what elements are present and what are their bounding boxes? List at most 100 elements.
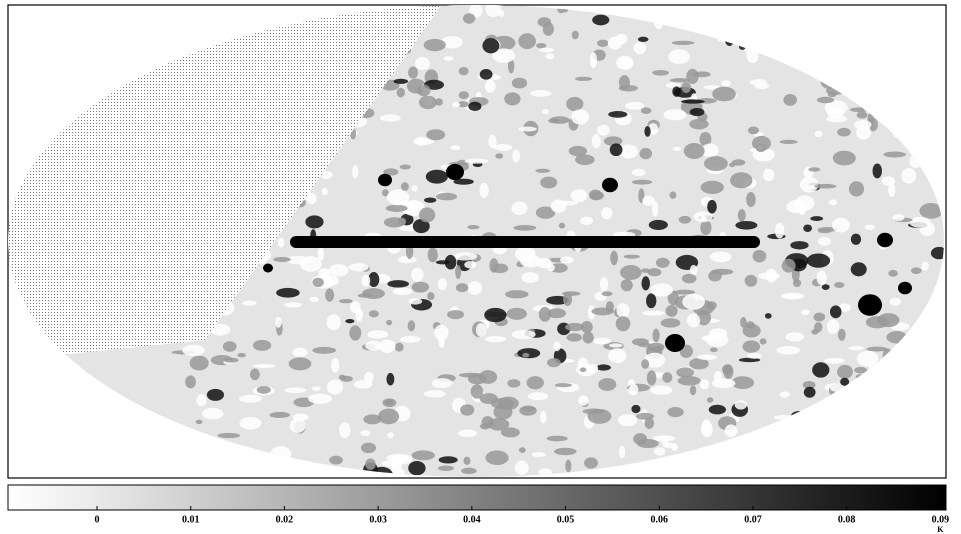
colorbar-tick-label: 0.09 [932, 514, 950, 525]
sky-feature [353, 380, 373, 389]
sky-feature [378, 408, 400, 425]
colorbar-ticks: 0 0.01 0.02 0.03 0.04 0.05 0.06 0.07 0.08 0.09K [95, 506, 950, 534]
sky-feature [536, 257, 552, 269]
sky-feature [453, 252, 478, 261]
sky-feature [883, 151, 907, 158]
sky-feature [453, 178, 474, 185]
sky-feature [665, 304, 678, 317]
sky-feature [400, 182, 409, 191]
sky-feature [584, 457, 598, 469]
sky-feature [273, 257, 291, 263]
sky-feature [597, 124, 610, 136]
sky-feature [423, 38, 446, 52]
sky-feature [652, 201, 659, 217]
sky-feature [565, 459, 572, 473]
sky-feature [650, 283, 674, 297]
sky-feature [325, 288, 335, 302]
sky-feature [674, 289, 696, 295]
sky-feature [639, 147, 653, 160]
sky-feature [737, 209, 746, 222]
sky-feature [901, 168, 917, 184]
sky-feature [479, 182, 489, 198]
sky-feature [349, 301, 361, 314]
sky-feature [655, 257, 670, 268]
sky-feature [654, 447, 666, 456]
sky-feature [814, 322, 823, 333]
sky-feature [539, 47, 555, 53]
colorbar-tick-label: 0.06 [651, 514, 669, 525]
sky-feature [467, 373, 487, 385]
sky-feature [597, 39, 609, 47]
sky-feature [467, 225, 480, 230]
sky-feature [407, 320, 416, 332]
sky-feature [689, 118, 709, 130]
sky-feature [299, 256, 322, 272]
sky-feature [284, 387, 307, 394]
sky-feature [708, 404, 726, 415]
sky-feature [919, 203, 943, 219]
sky-feature [339, 422, 351, 439]
galactic-plane [290, 236, 760, 248]
sky-feature [734, 400, 748, 410]
sky-feature [703, 156, 728, 172]
sky-feature [431, 378, 453, 389]
sky-feature [601, 207, 613, 220]
sky-feature [686, 313, 701, 328]
sky-feature [464, 158, 489, 164]
sky-feature [705, 332, 729, 347]
sky-feature [348, 263, 369, 272]
sky-feature [881, 176, 896, 187]
sky-feature [706, 397, 714, 403]
sky-feature [703, 85, 721, 90]
dark-source [858, 294, 882, 316]
sky-feature [443, 56, 454, 61]
sky-feature [652, 328, 660, 343]
sky-feature [582, 331, 594, 344]
sky-feature [640, 107, 652, 115]
sky-feature [641, 276, 650, 291]
sky-feature [910, 267, 922, 275]
sky-feature [816, 96, 835, 104]
sky-feature [652, 69, 669, 76]
sky-feature [514, 460, 529, 475]
sky-feature [599, 277, 609, 292]
sky-feature [763, 168, 775, 182]
sky-feature [326, 379, 344, 395]
sky-feature [479, 69, 493, 80]
sky-feature [463, 13, 476, 24]
sky-feature [812, 362, 830, 378]
sky-feature [566, 96, 584, 112]
sky-feature [195, 419, 203, 425]
sky-feature [505, 290, 529, 299]
sky-feature [242, 300, 257, 306]
sky-feature [783, 294, 801, 299]
sky-feature [500, 427, 520, 438]
sky-feature [450, 145, 461, 151]
sky-feature [418, 95, 437, 110]
sky-feature [686, 68, 699, 84]
sky-feature [400, 335, 421, 343]
sky-feature [512, 149, 521, 163]
colorbar-tick-label: 0.01 [182, 514, 200, 525]
sky-feature [440, 35, 463, 49]
sky-feature [738, 357, 761, 363]
sky-feature [425, 169, 448, 184]
sky-feature [206, 388, 225, 401]
sky-feature [320, 170, 333, 180]
sky-feature [321, 187, 328, 196]
sky-feature [396, 87, 406, 98]
dark-source [602, 177, 618, 193]
sky-feature [437, 278, 448, 291]
sky-feature [700, 180, 724, 194]
sky-feature [384, 399, 394, 406]
sky-feature [816, 270, 827, 286]
sky-feature [578, 395, 589, 406]
sky-feature [641, 310, 665, 316]
sky-feature [535, 206, 556, 219]
sky-feature [596, 364, 611, 371]
colorbar-tick-label: 0.02 [276, 514, 294, 525]
sky-feature [411, 267, 424, 282]
sky-feature [438, 334, 445, 348]
sky-feature [616, 303, 630, 318]
sky-feature [468, 101, 482, 112]
